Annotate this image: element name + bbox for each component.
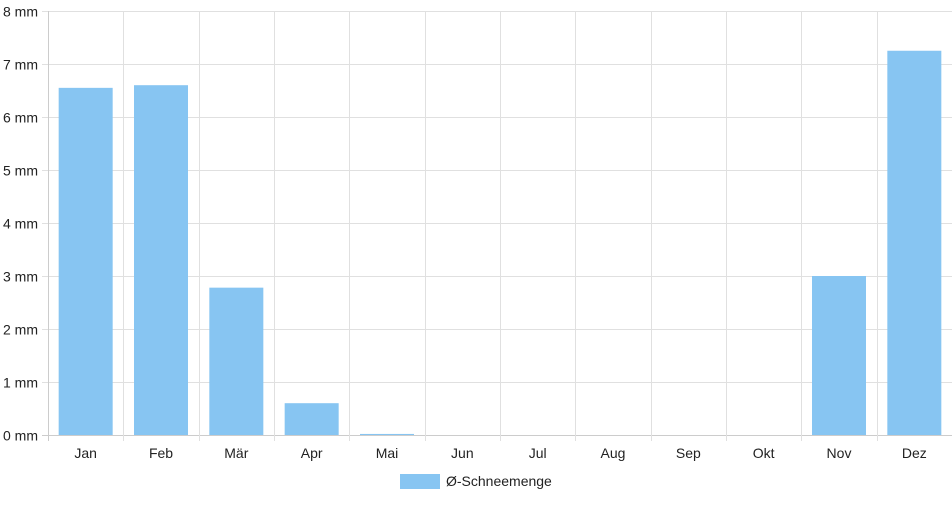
x-tick-label: Dez [902,445,927,461]
bar-apr[interactable] [284,403,339,435]
legend-label: Ø-Schneemenge [446,473,552,489]
bar-feb[interactable] [134,85,188,435]
legend[interactable]: Ø-Schneemenge [400,473,552,489]
y-tick-label: 1 mm [3,375,38,391]
x-tick-label: Sep [676,445,701,461]
x-tick-label: Okt [753,445,775,461]
bars [58,50,942,435]
x-tick-label: Apr [301,445,323,461]
x-tick-labels: Jan Feb Mär Apr Mai Jun Jul Aug Sep Okt Nov Dez [74,445,926,461]
x-tick-label: Mär [224,445,248,461]
bar-mai[interactable] [360,433,414,435]
grid-lines [42,11,952,441]
y-tick-label: 4 mm [3,216,38,232]
y-tick-label: 3 mm [3,269,38,285]
bar-dez[interactable] [887,50,942,435]
x-tick-label: Jun [451,445,474,461]
x-tick-label: Jul [529,445,547,461]
legend-swatch [400,474,440,489]
bar-mär[interactable] [209,287,264,435]
x-tick-label: Nov [827,445,852,461]
x-tick-label: Jan [74,445,97,461]
y-tick-label: 2 mm [3,322,38,338]
y-tick-labels: 0 mm 1 mm 2 mm 3 mm 4 mm 5 mm 6 mm 7 mm 8 mm [3,4,38,444]
y-tick-label: 6 mm [3,110,38,126]
x-tick-label: Aug [601,445,626,461]
y-tick-label: 5 mm [3,163,38,179]
y-tick-label: 8 mm [3,4,38,20]
y-tick-label: 7 mm [3,57,38,73]
y-tick-label: 0 mm [3,428,38,444]
x-tick-label: Mai [376,445,399,461]
x-tick-label: Feb [149,445,173,461]
bar-nov[interactable] [812,276,866,435]
bar-jan[interactable] [58,87,113,435]
